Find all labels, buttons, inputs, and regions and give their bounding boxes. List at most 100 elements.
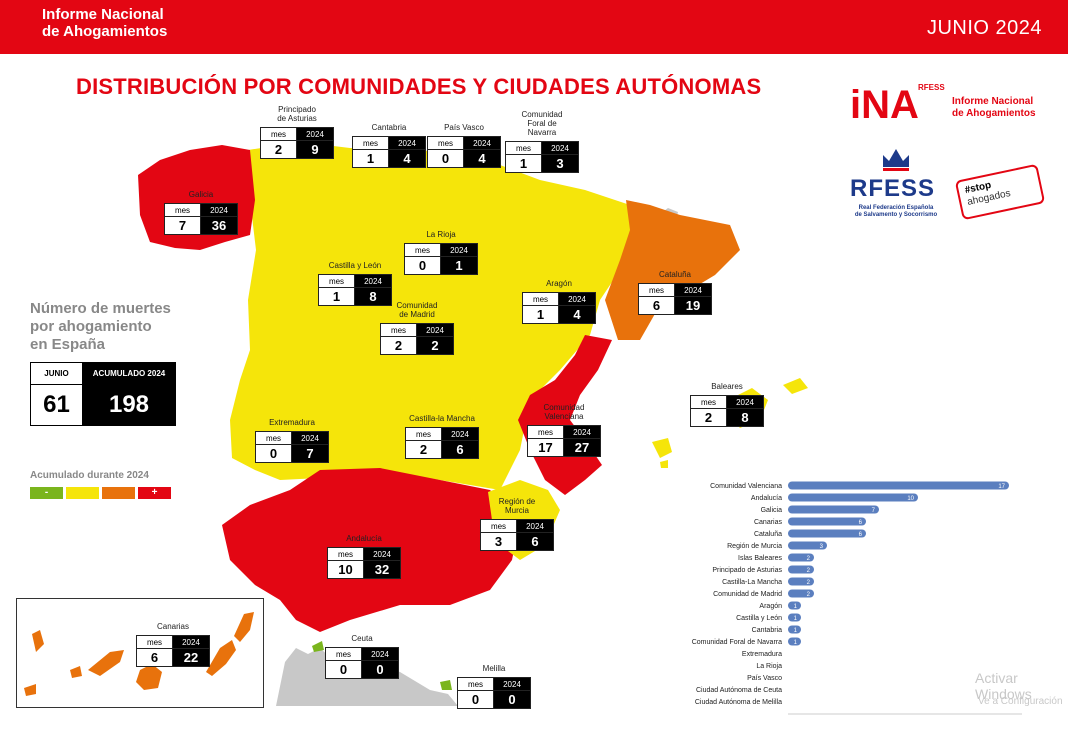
- mes-value: 2: [691, 409, 727, 426]
- rfess-logo: RFESS: [850, 175, 936, 202]
- region-stat-table: mes 2024 1 3: [505, 141, 579, 173]
- year-header: 2024: [364, 548, 400, 561]
- ina-caption-line-1: Informe Nacional: [952, 96, 1034, 107]
- region-name-line: Principado: [278, 105, 316, 114]
- bar: [788, 601, 801, 610]
- bar-category-label: Canarias: [754, 519, 783, 526]
- region-shape-ceuta: [312, 641, 324, 652]
- region-baleares: Baleares mes 2024 2 8: [690, 382, 764, 427]
- bar-category-label: Comunidad Foral de Navarra: [692, 639, 782, 646]
- region-name-line: Comunidad: [543, 403, 585, 412]
- rfess-caption: Real Federación Española de Salvamento y…: [848, 205, 944, 219]
- region-name: Castilla y León: [318, 261, 392, 270]
- region-navarra: Comunidad Foral de Navarra mes 2024 1 3: [505, 110, 579, 173]
- region-aragon: Aragón mes 2024 1 4: [522, 279, 596, 324]
- bar-value-label: 6: [859, 520, 863, 526]
- region-shape-fuerteventura: [206, 640, 236, 676]
- region-name: Región de Murcia: [480, 497, 554, 515]
- mes-header: mes: [506, 142, 542, 155]
- region-name: Comunidad de Madrid: [380, 301, 454, 319]
- rfess-caption-line-1: Real Federación Española: [858, 205, 934, 211]
- mes-value: 0: [428, 150, 464, 167]
- region-stat-table: mes 2024 0 4: [427, 136, 501, 168]
- mes-value: 10: [328, 561, 364, 578]
- bar-category-label: Cantabria: [752, 627, 782, 634]
- year-value: 6: [517, 533, 553, 550]
- region-name-line: Baleares: [711, 382, 743, 391]
- year-header: 2024: [442, 428, 478, 441]
- region-name-line: Foral de: [527, 119, 557, 128]
- legend-swatch-low: -: [30, 487, 63, 499]
- bar: [788, 553, 814, 562]
- bar-category-label: País Vasco: [747, 675, 782, 682]
- region-name: Galicia: [164, 190, 238, 199]
- bar-category-label: Región de Murcia: [727, 543, 782, 550]
- mes-header: mes: [523, 293, 559, 306]
- mes-value: 0: [405, 257, 441, 274]
- region-name-line: Comunidad: [521, 110, 563, 119]
- region-name: Baleares: [690, 382, 764, 391]
- region-shape-gran-canaria: [136, 664, 162, 690]
- bar: [788, 505, 879, 514]
- region-ceuta: Ceuta mes 2024 0 0: [325, 634, 399, 679]
- bar-value-label: 3: [820, 544, 824, 550]
- year-value: 4: [464, 150, 500, 167]
- region-stat-table: mes 2024 6 22: [136, 635, 210, 667]
- region-name-line: Andalucía: [346, 534, 382, 543]
- region-name-line: de Madrid: [399, 310, 435, 319]
- region-name-line: Melilla: [482, 664, 506, 673]
- mes-header: mes: [381, 324, 417, 337]
- accumulated-header: ACUMULADO 2024: [83, 363, 175, 385]
- region-name: Andalucía: [327, 534, 401, 543]
- year-value: 0: [362, 661, 398, 678]
- region-name-line: Murcia: [504, 506, 529, 515]
- mes-value: 1: [353, 150, 389, 167]
- bar: [788, 637, 801, 646]
- region-cataluna: Cataluña mes 2024 6 19: [638, 270, 712, 315]
- mes-value: 3: [481, 533, 517, 550]
- crown-icon: [883, 149, 909, 171]
- region-la-rioja: La Rioja mes 2024 0 1: [404, 230, 478, 275]
- region-name-line: País Vasco: [444, 123, 484, 132]
- mes-header: mes: [319, 275, 355, 288]
- region-name: Melilla: [457, 664, 531, 673]
- bar-category-label: Cataluña: [754, 531, 782, 538]
- year-header: 2024: [494, 678, 530, 691]
- activation-watermark: Activar Windows: [975, 670, 1032, 702]
- bar-value-label: 17: [998, 484, 1005, 490]
- summary-title-line-3: en España: [30, 336, 106, 353]
- national-total-table: JUNIO ACUMULADO 2024 61 198: [30, 362, 176, 426]
- region-name-line: Galicia: [188, 190, 214, 199]
- region-stat-table: mes 2024 17 27: [527, 425, 601, 457]
- year-header: 2024: [564, 426, 600, 439]
- region-asturias: Principado de Asturias mes 2024 2 9: [260, 105, 334, 159]
- mes-header: mes: [528, 426, 564, 439]
- region-stat-table: mes 2024 10 32: [327, 547, 401, 579]
- canarias-inset-frame: [16, 598, 264, 708]
- deaths-summary-title: Número de muertes por ahogamiento en Esp…: [30, 300, 171, 354]
- bar-value-label: 1: [794, 604, 798, 610]
- region-pais-vasco: País Vasco mes 2024 0 4: [427, 123, 501, 168]
- year-value: 3: [542, 155, 578, 172]
- mes-value: 1: [523, 306, 559, 323]
- bar-value-label: 2: [807, 556, 811, 562]
- region-name: Aragón: [522, 279, 596, 288]
- year-value: 27: [564, 439, 600, 456]
- year-header: 2024: [559, 293, 595, 306]
- region-shape-la-gomera: [70, 666, 82, 678]
- legend-swatch-mid-high: [102, 487, 135, 499]
- year-header: 2024: [417, 324, 453, 337]
- region-stat-table: mes 2024 0 0: [325, 647, 399, 679]
- region-murcia: Región de Murcia mes 2024 3 6: [480, 497, 554, 551]
- ina-logo-caption: Informe Nacional de Ahogamientos: [952, 96, 1036, 120]
- year-header: 2024: [201, 204, 237, 217]
- region-name: Cantabria: [352, 123, 426, 132]
- legend-swatch-high: +: [138, 487, 171, 499]
- region-shape-el-hierro: [24, 684, 36, 696]
- color-legend: - +: [30, 487, 171, 499]
- region-name-line: Cantabria: [371, 123, 407, 132]
- mes-value: 17: [528, 439, 564, 456]
- mes-header: mes: [165, 204, 201, 217]
- year-header: 2024: [441, 244, 477, 257]
